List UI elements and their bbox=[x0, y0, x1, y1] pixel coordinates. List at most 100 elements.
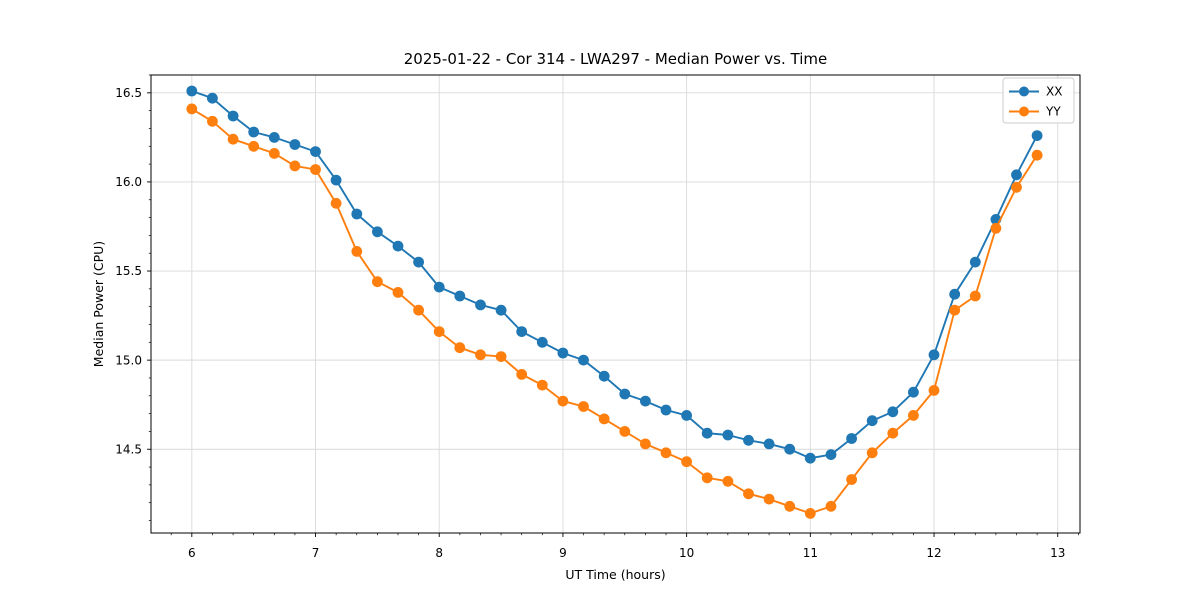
data-point bbox=[475, 299, 486, 311]
data-point bbox=[866, 447, 878, 459]
x-tick-label: 6 bbox=[188, 546, 196, 560]
data-point bbox=[969, 256, 981, 268]
y-tick-label: 16.0 bbox=[115, 175, 142, 189]
data-point bbox=[908, 410, 919, 421]
data-point bbox=[516, 326, 528, 337]
data-point bbox=[1011, 181, 1022, 193]
data-point bbox=[557, 347, 569, 359]
data-point bbox=[701, 427, 713, 439]
data-point bbox=[681, 456, 692, 468]
data-point bbox=[660, 447, 672, 459]
data-point bbox=[598, 370, 610, 382]
data-point bbox=[578, 401, 589, 412]
data-point bbox=[392, 240, 404, 252]
data-point bbox=[619, 426, 631, 437]
chart-title: 2025-01-22 - Cor 314 - LWA297 - Median P… bbox=[404, 50, 828, 68]
data-point bbox=[330, 197, 342, 209]
y-tick-label: 16.5 bbox=[115, 86, 142, 100]
data-point bbox=[289, 139, 301, 150]
legend-marker bbox=[1019, 86, 1029, 97]
data-point bbox=[227, 110, 239, 122]
data-point bbox=[268, 148, 280, 159]
data-point bbox=[763, 493, 775, 505]
data-point bbox=[701, 472, 713, 484]
data-point bbox=[949, 288, 961, 300]
data-point bbox=[949, 304, 961, 316]
y-axis-label: Median Power (CPU) bbox=[91, 241, 106, 367]
data-point bbox=[392, 287, 404, 298]
data-point bbox=[413, 304, 424, 316]
data-point bbox=[825, 449, 837, 460]
x-tick-label: 11 bbox=[803, 546, 818, 560]
legend-item-YY: YY bbox=[1009, 105, 1061, 119]
data-point bbox=[207, 92, 218, 104]
series-layer bbox=[186, 85, 1043, 519]
legend-label: YY bbox=[1045, 105, 1061, 119]
legend-label: XX bbox=[1046, 85, 1062, 99]
data-point bbox=[248, 140, 260, 152]
data-point bbox=[516, 369, 528, 380]
data-point bbox=[372, 276, 383, 288]
x-tick-label: 8 bbox=[435, 546, 443, 560]
legend-item-XX: XX bbox=[1009, 85, 1062, 99]
data-point bbox=[207, 115, 218, 127]
data-point bbox=[743, 488, 754, 500]
data-point bbox=[268, 132, 280, 143]
data-point bbox=[536, 336, 548, 348]
data-point bbox=[722, 475, 734, 487]
data-point bbox=[557, 395, 569, 407]
data-point bbox=[928, 349, 940, 361]
y-tick-label: 14.5 bbox=[115, 442, 142, 456]
data-point bbox=[413, 256, 424, 268]
series-XX-line bbox=[191, 90, 1038, 460]
data-point bbox=[722, 429, 734, 441]
data-point bbox=[372, 226, 383, 238]
data-point bbox=[351, 208, 363, 220]
x-tick-label: 10 bbox=[679, 546, 694, 560]
data-point bbox=[1031, 130, 1043, 142]
data-point bbox=[846, 433, 857, 444]
data-point bbox=[433, 326, 445, 337]
data-point bbox=[578, 354, 589, 366]
x-tick-label: 13 bbox=[1050, 546, 1065, 560]
data-point bbox=[846, 474, 857, 485]
y-tick-label: 15.5 bbox=[115, 264, 142, 278]
x-axis-label: UT Time (hours) bbox=[565, 567, 665, 582]
x-tick-label: 9 bbox=[559, 546, 567, 560]
data-point bbox=[660, 404, 672, 416]
data-point bbox=[536, 379, 548, 391]
data-point bbox=[1031, 149, 1043, 161]
data-point bbox=[784, 500, 796, 512]
data-point bbox=[1011, 169, 1022, 181]
data-point bbox=[289, 160, 301, 172]
legend-box bbox=[1002, 77, 1075, 124]
series-XX bbox=[186, 85, 1043, 464]
data-point bbox=[804, 452, 816, 464]
data-point bbox=[619, 388, 631, 400]
data-point bbox=[310, 146, 321, 158]
data-point bbox=[495, 304, 507, 316]
series-YY bbox=[186, 103, 1043, 519]
data-point bbox=[454, 342, 466, 354]
grid bbox=[151, 75, 1080, 533]
data-point bbox=[475, 349, 486, 361]
data-point bbox=[969, 290, 981, 302]
data-point bbox=[351, 246, 363, 257]
data-point bbox=[763, 438, 775, 450]
data-point bbox=[248, 126, 260, 138]
data-point bbox=[908, 386, 919, 398]
data-point bbox=[227, 133, 239, 145]
y-tick-label: 15.0 bbox=[115, 353, 142, 367]
data-point bbox=[825, 500, 837, 512]
data-point bbox=[928, 385, 940, 396]
data-point bbox=[330, 174, 342, 186]
data-point bbox=[495, 351, 507, 362]
data-point bbox=[804, 508, 816, 519]
data-point bbox=[887, 427, 899, 439]
tick-labels: 6 7 8 9 10 11 12 13 14.5 15.0 15.5 16.0 16.5 bbox=[115, 86, 1065, 560]
data-point bbox=[186, 85, 198, 97]
axis-ticks bbox=[147, 74, 1079, 537]
plot-frame bbox=[150, 74, 1081, 534]
